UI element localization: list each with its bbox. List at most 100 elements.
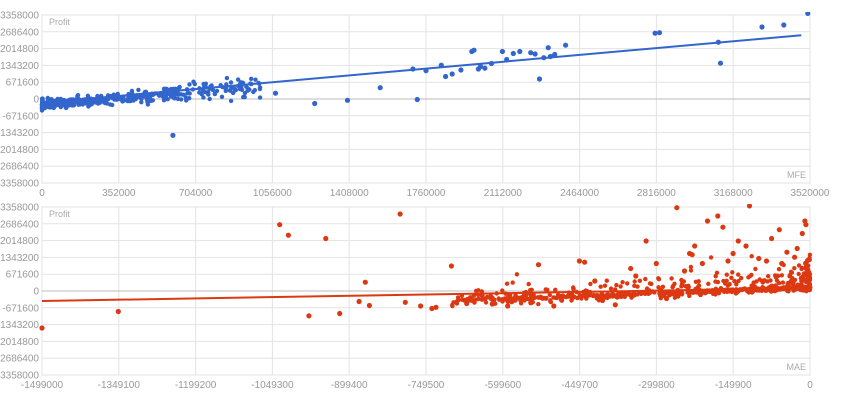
data-point (749, 254, 754, 259)
data-point (245, 86, 250, 91)
y-tick-label: -2686400 (0, 162, 39, 173)
data-point (643, 276, 648, 282)
data-point (729, 275, 734, 280)
data-point (176, 92, 181, 97)
data-point (235, 77, 241, 82)
data-point (614, 282, 619, 288)
data-point (643, 238, 649, 244)
data-point (510, 50, 516, 57)
data-point (730, 270, 735, 275)
data-point (697, 290, 702, 295)
data-point (679, 282, 685, 287)
data-point (579, 296, 584, 301)
data-point (791, 281, 796, 286)
x-tick-label: 2816000 (637, 188, 676, 199)
data-point (184, 97, 189, 103)
data-point (377, 85, 383, 91)
x-tick-label: 2464000 (560, 188, 599, 199)
data-point (724, 272, 729, 277)
x-tick-label: -1049300 (251, 380, 294, 391)
x-tick-label: 0 (807, 380, 813, 391)
data-point (170, 132, 176, 138)
data-point (482, 65, 488, 71)
data-point (739, 275, 744, 281)
data-point (768, 278, 773, 283)
data-point (757, 277, 762, 282)
data-point (656, 30, 663, 36)
x-tick-label: 352000 (102, 188, 136, 199)
data-point (553, 287, 558, 292)
data-point (696, 283, 702, 288)
y-tick-label: 671600 (6, 78, 40, 89)
data-point (612, 302, 618, 308)
data-point (794, 245, 800, 252)
data-point (455, 295, 461, 300)
data-point (526, 281, 531, 287)
x-tick-label: -149900 (715, 380, 752, 391)
x-tick-label: -899400 (331, 380, 368, 391)
data-points (39, 12, 811, 138)
data-point (598, 284, 603, 289)
data-point (796, 263, 802, 268)
data-point (749, 272, 754, 278)
data-point (746, 204, 753, 209)
data-point (658, 296, 663, 301)
data-point (761, 278, 766, 283)
data-point (362, 279, 368, 285)
data-point (779, 273, 784, 278)
data-point (472, 300, 477, 305)
data-point (625, 281, 630, 286)
data-point (489, 301, 495, 307)
y-tick-label: -2014800 (0, 145, 39, 156)
data-point (477, 63, 484, 70)
data-point (723, 281, 728, 286)
data-point (799, 265, 805, 271)
data-point (228, 98, 234, 104)
y-tick-label: 2014800 (0, 236, 39, 247)
data-point (138, 94, 143, 99)
y-tick-label: -2686400 (0, 354, 39, 365)
data-point (647, 281, 653, 286)
data-point (620, 280, 625, 285)
data-point (585, 293, 590, 298)
x-tick-label: 3520000 (791, 188, 830, 199)
mae-scatter-chart: -1499000 -1349100 -1199200 -1049300 -899400-… (0, 203, 813, 392)
data-point (464, 300, 470, 307)
data-point (552, 51, 558, 58)
data-point (613, 293, 619, 298)
data-point (644, 286, 650, 291)
data-point (802, 265, 808, 271)
data-point (628, 265, 634, 272)
data-point (545, 45, 551, 51)
y-tick-label: 0 (33, 287, 39, 298)
data-point (505, 303, 511, 309)
data-point (120, 96, 125, 101)
data-point (402, 299, 408, 305)
data-point (766, 274, 771, 279)
data-point (735, 238, 741, 244)
data-point (233, 87, 239, 93)
data-point (781, 22, 787, 28)
data-point (551, 303, 557, 309)
data-point (483, 296, 488, 301)
data-point (173, 96, 178, 101)
data-point (129, 96, 135, 102)
data-point (736, 278, 741, 284)
data-point (618, 284, 623, 289)
data-point (499, 48, 505, 55)
data-point (708, 255, 714, 260)
data-point (201, 95, 206, 100)
y-tick-label: -3358000 (0, 371, 39, 382)
data-point (748, 289, 754, 294)
data-point (681, 268, 688, 274)
y-tick-label: 671600 (6, 270, 40, 281)
data-point (356, 298, 362, 305)
data-point (312, 100, 318, 107)
data-point (692, 243, 698, 249)
data-point (716, 291, 722, 296)
data-point (599, 297, 606, 304)
data-point (139, 100, 144, 105)
data-point (192, 81, 197, 87)
data-point (688, 264, 694, 270)
data-point (746, 275, 751, 280)
